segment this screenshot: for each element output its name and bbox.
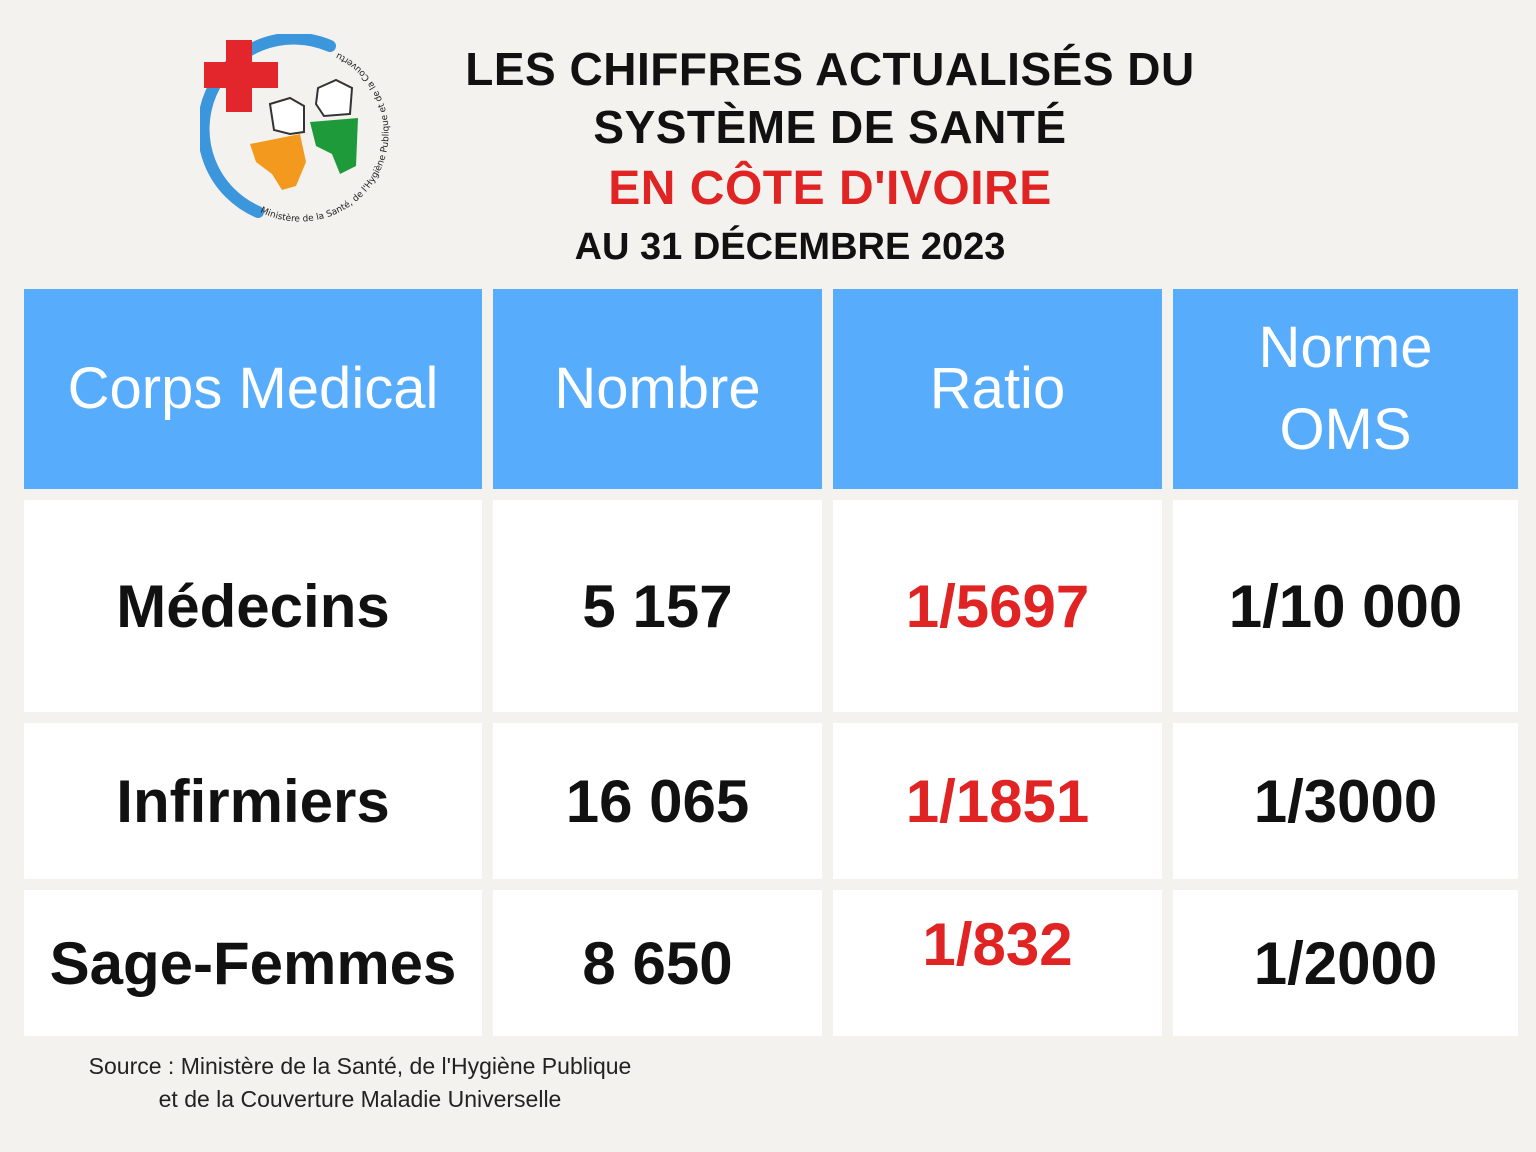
column-header-ratio: Ratio	[833, 289, 1162, 489]
row-medecins-ratio: 1/5697	[833, 500, 1162, 712]
row-sage-femmes-nombre: 8 650	[493, 890, 822, 1036]
source-note: Source : Ministère de la Santé, de l'Hyg…	[40, 1050, 680, 1116]
column-header-corps: Corps Medical	[24, 289, 482, 489]
column-header-norme-oms: Norme OMS	[1173, 289, 1518, 489]
title-line-1: LES CHIFFRES ACTUALISÉS DU	[465, 43, 1195, 95]
title-country: EN CÔTE D'IVOIRE	[608, 162, 1052, 215]
title-date: AU 31 DÉCEMBRE 2023	[574, 226, 1006, 268]
title-block: LES CHIFFRES ACTUALISÉS DU SYSTÈME DE SA…	[430, 40, 1230, 222]
row-sage-femmes-ratio: 1/832	[833, 890, 1162, 1036]
row-medecins-corps: Médecins	[24, 500, 482, 712]
row-sage-femmes-corps: Sage-Femmes	[24, 890, 482, 1036]
row-sage-femmes-norme: 1/2000	[1173, 890, 1518, 1036]
ministry-logo: Ministère de la Santé, de l'Hygiène Publ…	[196, 27, 410, 234]
row-medecins-norme: 1/10 000	[1173, 500, 1518, 712]
row-medecins-nombre: 5 157	[493, 500, 822, 712]
column-header-nombre: Nombre	[493, 289, 822, 489]
source-line-2: et de la Couverture Maladie Universelle	[158, 1086, 562, 1112]
red-cross-icon	[204, 40, 278, 112]
source-line-1: Source : Ministère de la Santé, de l'Hyg…	[88, 1053, 632, 1079]
cote-divoire-map-icon	[250, 78, 358, 190]
row-infirmiers-norme: 1/3000	[1173, 723, 1518, 879]
row-infirmiers-nombre: 16 065	[493, 723, 822, 879]
row-infirmiers-ratio: 1/1851	[833, 723, 1162, 879]
ring-arc-icon	[197, 32, 336, 218]
title-line-2: SYSTÈME DE SANTÉ	[593, 101, 1067, 153]
row-infirmiers-corps: Infirmiers	[24, 723, 482, 879]
